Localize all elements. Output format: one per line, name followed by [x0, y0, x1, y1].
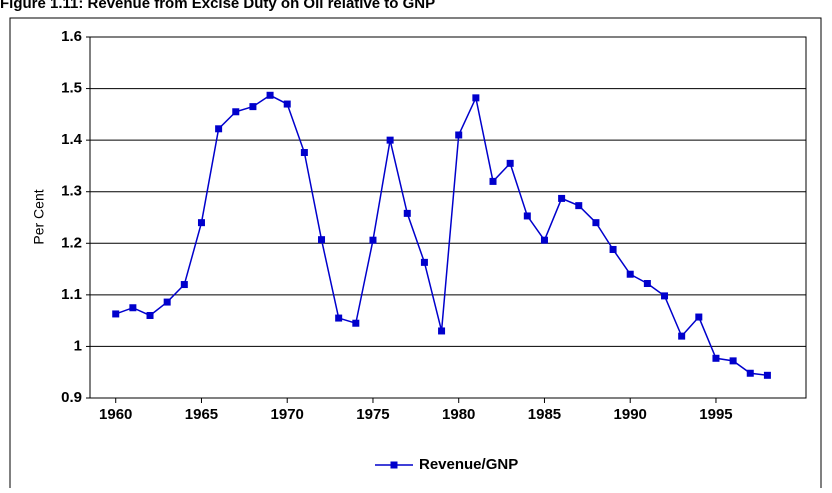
- point: [746, 369, 754, 377]
- point: [438, 327, 446, 335]
- y-tick-label: 1: [74, 337, 82, 354]
- chart-frame: [9, 17, 822, 493]
- point: [283, 100, 291, 108]
- x-tick-label: 1965: [185, 406, 218, 423]
- point: [643, 280, 651, 288]
- point: [455, 131, 463, 139]
- point: [335, 314, 343, 322]
- point: [197, 219, 205, 227]
- x-tick-label: 1960: [99, 406, 132, 423]
- point: [266, 91, 274, 99]
- point: [403, 209, 411, 217]
- point: [575, 202, 583, 210]
- point: [523, 212, 531, 220]
- point: [472, 94, 480, 102]
- point: [712, 354, 720, 362]
- x-tick-label: 1980: [442, 406, 475, 423]
- point: [318, 236, 326, 244]
- point: [592, 219, 600, 227]
- point: [249, 103, 257, 111]
- y-tick-label: 1.6: [61, 28, 82, 45]
- point: [695, 313, 703, 321]
- point: [763, 371, 771, 379]
- point: [540, 236, 548, 244]
- point: [506, 159, 514, 167]
- point: [232, 108, 240, 116]
- point: [386, 136, 394, 144]
- chart-title: Figure 1.11: Revenue from Excise Duty on…: [0, 0, 435, 12]
- point: [626, 270, 634, 278]
- y-tick-label: 1.5: [61, 80, 82, 97]
- point: [369, 236, 377, 244]
- point: [352, 319, 360, 327]
- point: [729, 357, 737, 365]
- legend-marker: [390, 461, 398, 469]
- x-tick-label: 1985: [528, 406, 561, 423]
- x-tick-label: 1970: [271, 406, 304, 423]
- x-tick-label: 1995: [699, 406, 732, 423]
- y-tick-label: 1.1: [61, 286, 82, 303]
- point: [609, 245, 617, 253]
- x-tick-label: 1975: [356, 406, 389, 423]
- point: [146, 311, 154, 319]
- legend-label: Revenue/GNP: [419, 456, 518, 473]
- y-tick-label: 1.2: [61, 234, 82, 251]
- point: [678, 332, 686, 340]
- point: [180, 281, 188, 289]
- y-tick-label: 0.9: [61, 389, 82, 406]
- point: [129, 304, 137, 312]
- point: [112, 310, 120, 318]
- y-axis-label: Per Cent: [31, 189, 47, 244]
- y-tick-label: 1.3: [61, 183, 82, 200]
- y-tick-label: 1.4: [61, 131, 83, 148]
- point: [163, 298, 171, 306]
- point: [661, 292, 669, 300]
- point: [489, 177, 497, 185]
- plot-area: [89, 36, 807, 399]
- x-tick-label: 1990: [614, 406, 647, 423]
- point: [558, 194, 566, 202]
- point: [300, 149, 308, 157]
- point: [420, 258, 428, 266]
- point: [215, 125, 223, 133]
